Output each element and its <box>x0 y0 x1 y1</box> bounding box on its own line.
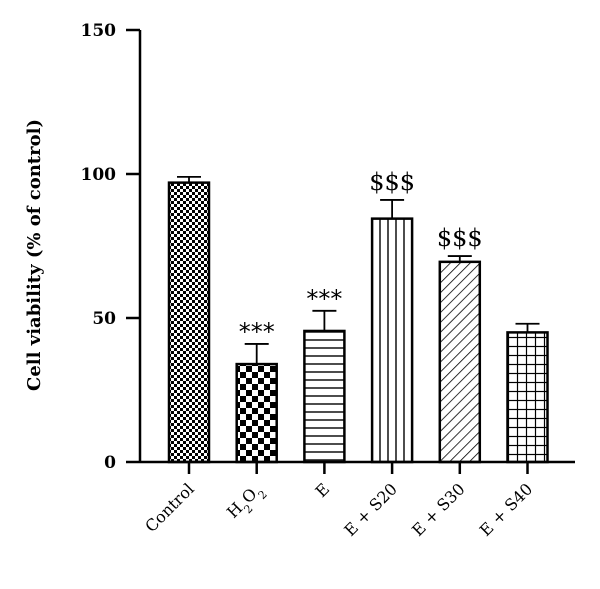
bar-0 <box>167 181 211 464</box>
x-tick-label-1: H2O2 <box>223 479 269 525</box>
significance-label-1: *** <box>239 318 275 346</box>
y-tick-label-100: 100 <box>81 165 117 185</box>
bar-1 <box>235 362 278 464</box>
y-tick-label-150: 150 <box>81 21 117 41</box>
bars-group: *** *** $$$ $$$ <box>167 168 549 464</box>
bar-2 <box>303 329 346 464</box>
bar-group-5 <box>506 322 549 464</box>
x-tick-label-0: Control <box>141 479 198 536</box>
significance-label-3: $$$ <box>369 168 415 196</box>
bar-group-2: *** <box>303 285 346 464</box>
significance-label-2: *** <box>306 285 342 313</box>
bar-3 <box>370 217 414 464</box>
x-tick-label-2: E <box>312 479 334 501</box>
x-axis-labels: Control H2O2 E E + S20 E + S30 E + S40 <box>141 462 536 540</box>
y-tick-label-50: 50 <box>92 309 116 329</box>
x-tick-label-5: E + S40 <box>476 479 537 540</box>
bar-group-1: *** <box>235 318 278 464</box>
y-axis-title: Cell viability (% of control) <box>24 119 45 391</box>
bar-5 <box>506 331 549 464</box>
y-axis-ticks: 0 50 100 150 <box>81 21 140 473</box>
bar-4 <box>438 260 482 464</box>
bar-group-3: $$$ <box>369 168 415 464</box>
bar-group-0 <box>167 175 211 464</box>
y-tick-label-0: 0 <box>104 453 116 473</box>
bar-group-4: $$$ <box>437 224 483 464</box>
x-tick-label-3: E + S20 <box>340 479 401 540</box>
significance-label-4: $$$ <box>437 224 483 252</box>
x-tick-label-4: E + S30 <box>408 479 469 540</box>
